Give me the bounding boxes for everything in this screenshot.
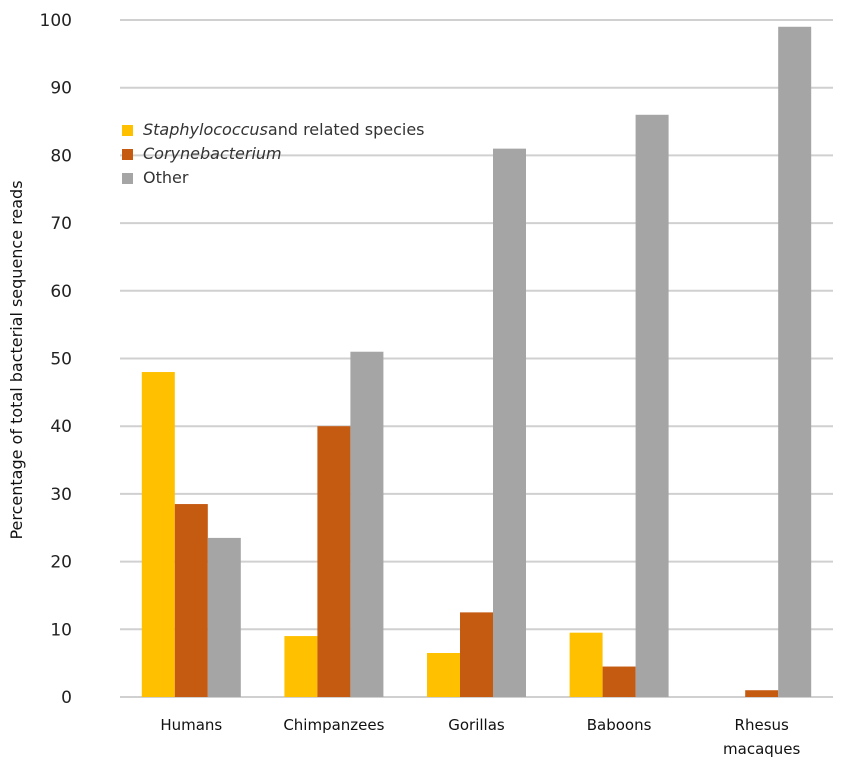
y-axis-ticks: 0 10 20 30 40 50 60 70 80 90 100 (40, 11, 72, 708)
bar-staphylococcus-humans (141, 372, 175, 697)
bar-other-rhesus-macaques (778, 26, 812, 697)
legend-swatch (122, 173, 133, 184)
bar-corynebacterium-chimpanzees (317, 426, 351, 697)
y-tick-label: 80 (50, 146, 72, 166)
bar-other-baboons (635, 114, 669, 697)
legend-entry: Corynebacterium (143, 144, 282, 163)
y-tick-label: 10 (50, 620, 72, 640)
y-tick-label: 100 (40, 11, 72, 31)
x-axis-categories: Humans Chimpanzees Gorillas Baboons Rhesus ma… (160, 716, 800, 758)
bar-corynebacterium-gorillas (460, 612, 493, 697)
bar-staphylococcus-baboons (569, 632, 603, 697)
y-tick-label: 40 (50, 417, 72, 437)
bar-other-humans (207, 537, 241, 697)
bars (141, 26, 812, 697)
x-category-label: Humans (160, 716, 222, 734)
bar-staphylococcus-gorillas (427, 652, 460, 697)
y-tick-label: 60 (50, 282, 72, 302)
legend-swatch (122, 149, 133, 160)
x-category-label: Gorillas (448, 716, 505, 734)
y-tick-label: 20 (50, 553, 72, 573)
y-tick-label: 90 (50, 79, 72, 99)
x-category-label: Baboons (587, 716, 652, 734)
legend: Staphylococcusand related species Coryneb… (122, 120, 425, 187)
bar-other-chimpanzees (350, 351, 384, 697)
x-category-label: Rhesus macaques (723, 716, 800, 758)
bar-corynebacterium-humans (174, 504, 208, 697)
legend-entry: Staphylococcusand related species (143, 120, 425, 139)
y-tick-label: 30 (50, 485, 72, 505)
bar-corynebacterium-rhesus-macaques (745, 690, 779, 697)
legend-swatch (122, 125, 133, 136)
y-axis-label: Percentage of total bacterial sequence r… (7, 180, 26, 539)
y-tick-label: 0 (61, 688, 72, 708)
y-tick-label: 70 (50, 214, 72, 234)
legend-entry: Other (143, 168, 189, 187)
bar-staphylococcus-chimpanzees (284, 636, 318, 697)
x-category-label: Chimpanzees (283, 716, 384, 734)
bar-other-gorillas (493, 148, 526, 697)
y-tick-label: 50 (50, 350, 72, 370)
bar-corynebacterium-baboons (602, 666, 636, 697)
